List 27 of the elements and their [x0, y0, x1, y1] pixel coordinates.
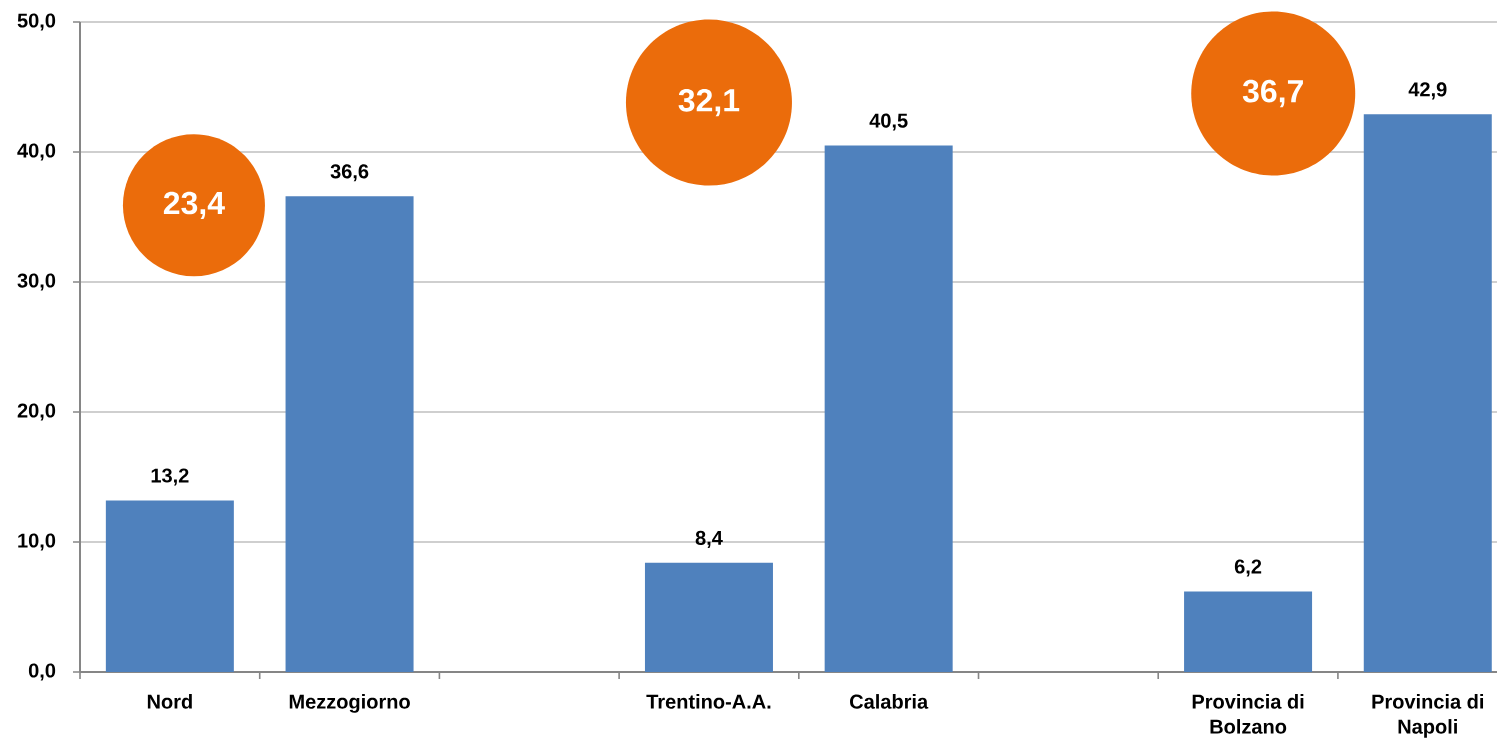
- x-tick-label: Trentino-A.A.: [646, 694, 771, 709]
- bar: [285, 196, 414, 672]
- data-label: 42,9: [1408, 82, 1447, 100]
- x-tick-label: Nord: [147, 694, 192, 709]
- annotation: 23,4: [163, 191, 225, 219]
- x-tick-label: Provincia di Napoli: [1372, 694, 1484, 738]
- bar: [824, 145, 953, 672]
- annotation: 32,1: [678, 88, 740, 117]
- x-tick-label: Calabria: [850, 694, 929, 709]
- y-tick-label: 30,0: [17, 273, 56, 291]
- annotation: 36,7: [1242, 79, 1303, 108]
- data-label: 40,5: [869, 113, 908, 131]
- y-tick-label: 10,0: [18, 533, 56, 551]
- bar: [1184, 591, 1313, 672]
- data-label: 6,2: [1234, 559, 1262, 577]
- data-label: 36,6: [330, 164, 369, 182]
- y-tick-label: 40,0: [17, 143, 56, 161]
- data-label: 13,2: [151, 468, 189, 486]
- bar: [644, 562, 773, 672]
- x-tick-label: Provincia di Bolzano: [1192, 694, 1304, 734]
- y-tick-label: 20,0: [17, 403, 56, 421]
- y-tick-label: 50,0: [17, 13, 56, 31]
- bar: [105, 500, 234, 672]
- bar: [1363, 114, 1492, 672]
- data-label: 8,4: [695, 530, 723, 548]
- y-tick-label: 0,0: [28, 663, 56, 681]
- x-tick-label: Mezzogiorno: [289, 694, 410, 713]
